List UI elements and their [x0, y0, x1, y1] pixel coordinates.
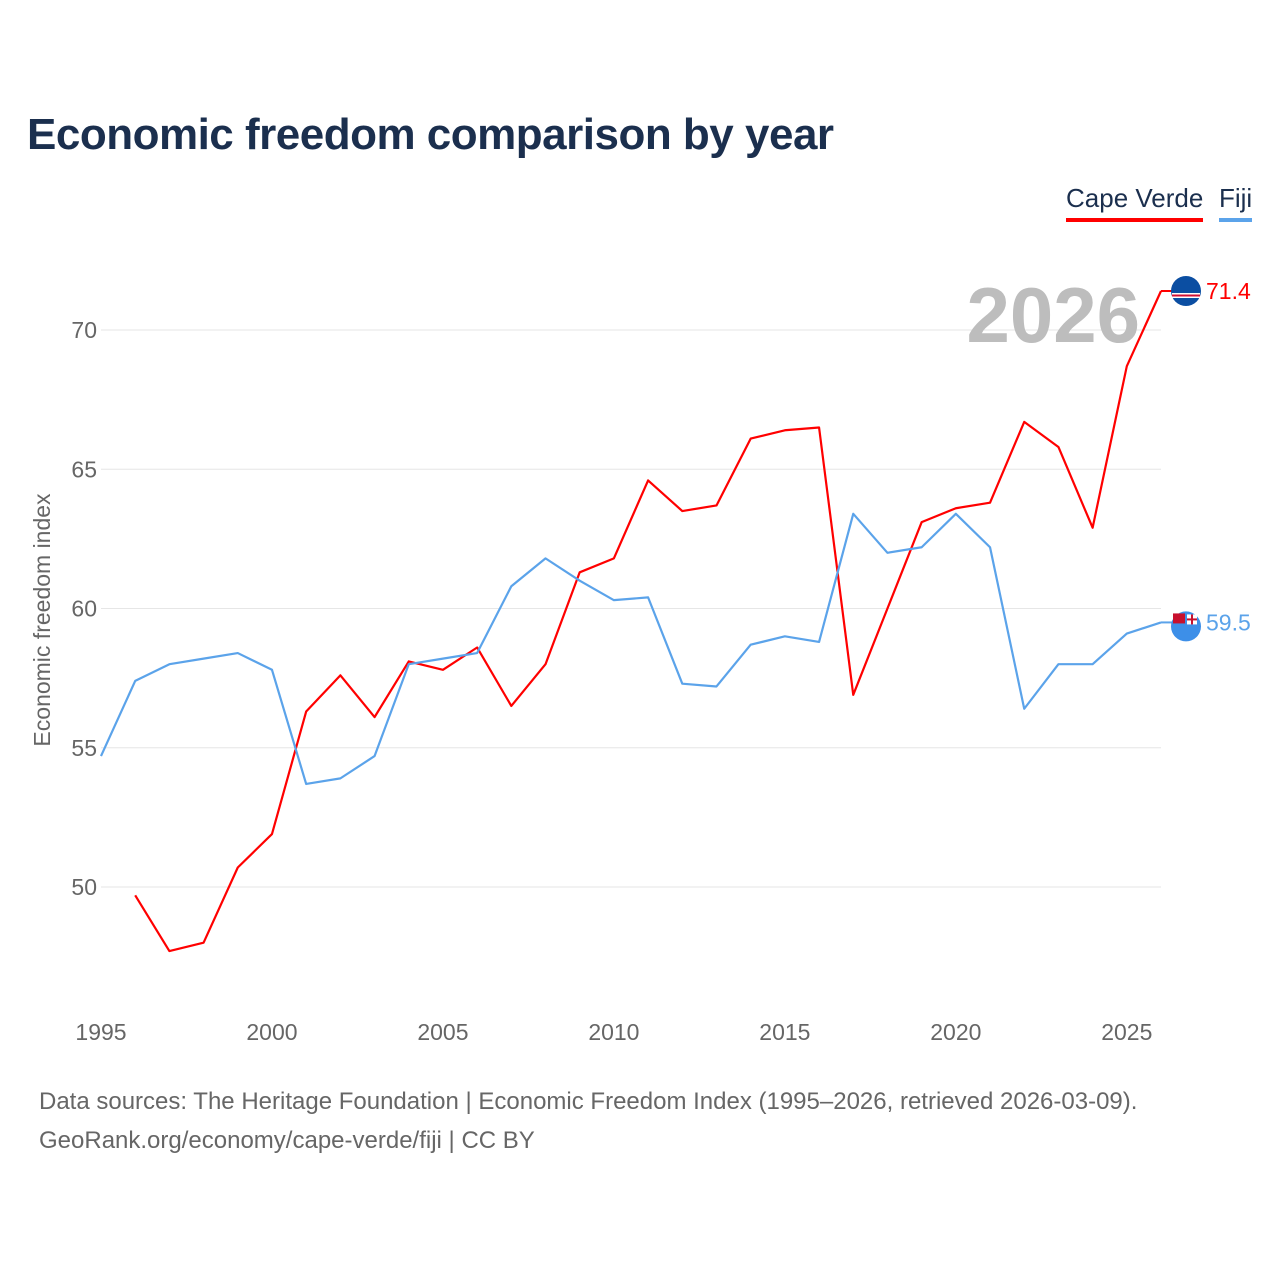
source-line-2: GeoRank.org/economy/cape-verde/fiji | CC… — [39, 1127, 535, 1154]
y-axis-label: Economic freedom index — [29, 493, 55, 747]
data-point-fiji — [782, 633, 788, 639]
data-point-fiji — [269, 667, 275, 673]
data-point-cape-verde — [132, 892, 138, 898]
series-line-fiji — [99, 512, 1162, 786]
year-watermark: 2026 — [966, 271, 1140, 359]
data-point-cape-verde — [372, 714, 378, 720]
x-tick-label: 1995 — [75, 1019, 126, 1045]
data-point-fiji — [748, 642, 754, 648]
data-point-cape-verde — [816, 424, 822, 430]
data-point-cape-verde — [919, 519, 925, 525]
flag-field — [1171, 276, 1201, 307]
legend-fiji[interactable]: Fiji — [1219, 183, 1253, 222]
data-point-cape-verde — [987, 500, 993, 506]
data-point-cape-verde — [884, 606, 890, 612]
data-point-cape-verde — [1055, 444, 1061, 450]
x-tick-label: 2005 — [417, 1019, 468, 1045]
data-point-fiji — [816, 639, 822, 645]
data-point-cape-verde — [713, 502, 719, 508]
legend-cape-verde[interactable]: Cape Verde — [1066, 183, 1204, 222]
flag-stripe — [1172, 294, 1200, 297]
flag-union-jack — [1173, 613, 1185, 624]
data-point-cape-verde — [679, 508, 685, 514]
x-tick-label: 2000 — [246, 1019, 297, 1045]
data-point-cape-verde — [1124, 363, 1130, 369]
data-point-fiji — [98, 753, 104, 759]
y-tick-label: 70 — [71, 317, 97, 343]
data-point-cape-verde — [201, 940, 207, 946]
data-point-cape-verde — [269, 831, 275, 837]
cape-verde-flag-icon — [1171, 276, 1201, 307]
data-point-fiji — [611, 597, 617, 603]
y-tick-label: 60 — [71, 596, 97, 622]
data-point-fiji — [987, 544, 993, 550]
data-point-cape-verde — [440, 667, 446, 673]
data-point-cape-verde — [508, 703, 514, 709]
data-point-fiji — [508, 583, 514, 589]
data-point-cape-verde — [953, 505, 959, 511]
y-tick-label: 65 — [71, 456, 97, 482]
series-line-cape-verde — [134, 290, 1163, 953]
data-point-cape-verde — [303, 709, 309, 715]
data-point-cape-verde — [1090, 525, 1096, 531]
data-point-fiji — [953, 511, 959, 517]
data-point-fiji — [166, 661, 172, 667]
x-tick-label: 2020 — [930, 1019, 981, 1045]
data-point-fiji — [235, 650, 241, 656]
data-point-fiji — [645, 594, 651, 600]
data-point-fiji — [440, 656, 446, 662]
data-point-cape-verde — [235, 865, 241, 871]
data-point-cape-verde — [748, 436, 754, 442]
x-tick-label: 2025 — [1101, 1019, 1152, 1045]
data-point-fiji — [372, 753, 378, 759]
data-point-fiji — [884, 550, 890, 556]
data-point-cape-verde — [782, 427, 788, 433]
data-point-cape-verde — [1021, 419, 1027, 425]
source-line-1: Data sources: The Heritage Foundation | … — [39, 1088, 1138, 1115]
data-point-fiji — [577, 578, 583, 584]
data-point-cape-verde — [166, 948, 172, 954]
x-tick-label: 2010 — [588, 1019, 639, 1045]
data-point-fiji — [1090, 661, 1096, 667]
data-point-fiji — [132, 678, 138, 684]
end-value-label: 71.4 — [1206, 278, 1251, 304]
data-point-fiji — [406, 661, 412, 667]
chart-title: Economic freedom comparison by year — [27, 110, 834, 159]
data-point-cape-verde — [645, 477, 651, 483]
data-point-fiji — [543, 555, 549, 561]
data-point-fiji — [201, 656, 207, 662]
y-tick-label: 55 — [71, 735, 97, 761]
data-point-fiji — [337, 775, 343, 781]
data-point-cape-verde — [337, 672, 343, 678]
data-point-fiji — [850, 511, 856, 517]
data-point-fiji — [303, 781, 309, 787]
data-point-fiji — [1021, 706, 1027, 712]
end-value-label: 59.5 — [1206, 609, 1251, 635]
x-tick-label: 2015 — [759, 1019, 810, 1045]
data-point-cape-verde — [850, 692, 856, 698]
data-point-cape-verde — [611, 555, 617, 561]
fiji-flag-icon — [1171, 611, 1201, 642]
data-point-fiji — [1055, 661, 1061, 667]
data-point-cape-verde — [577, 569, 583, 575]
y-tick-label: 50 — [71, 874, 97, 900]
data-point-fiji — [1124, 631, 1130, 637]
data-point-cape-verde — [543, 661, 549, 667]
data-point-fiji — [679, 681, 685, 687]
data-point-fiji — [474, 650, 480, 656]
data-point-fiji — [919, 544, 925, 550]
data-point-fiji — [713, 683, 719, 689]
